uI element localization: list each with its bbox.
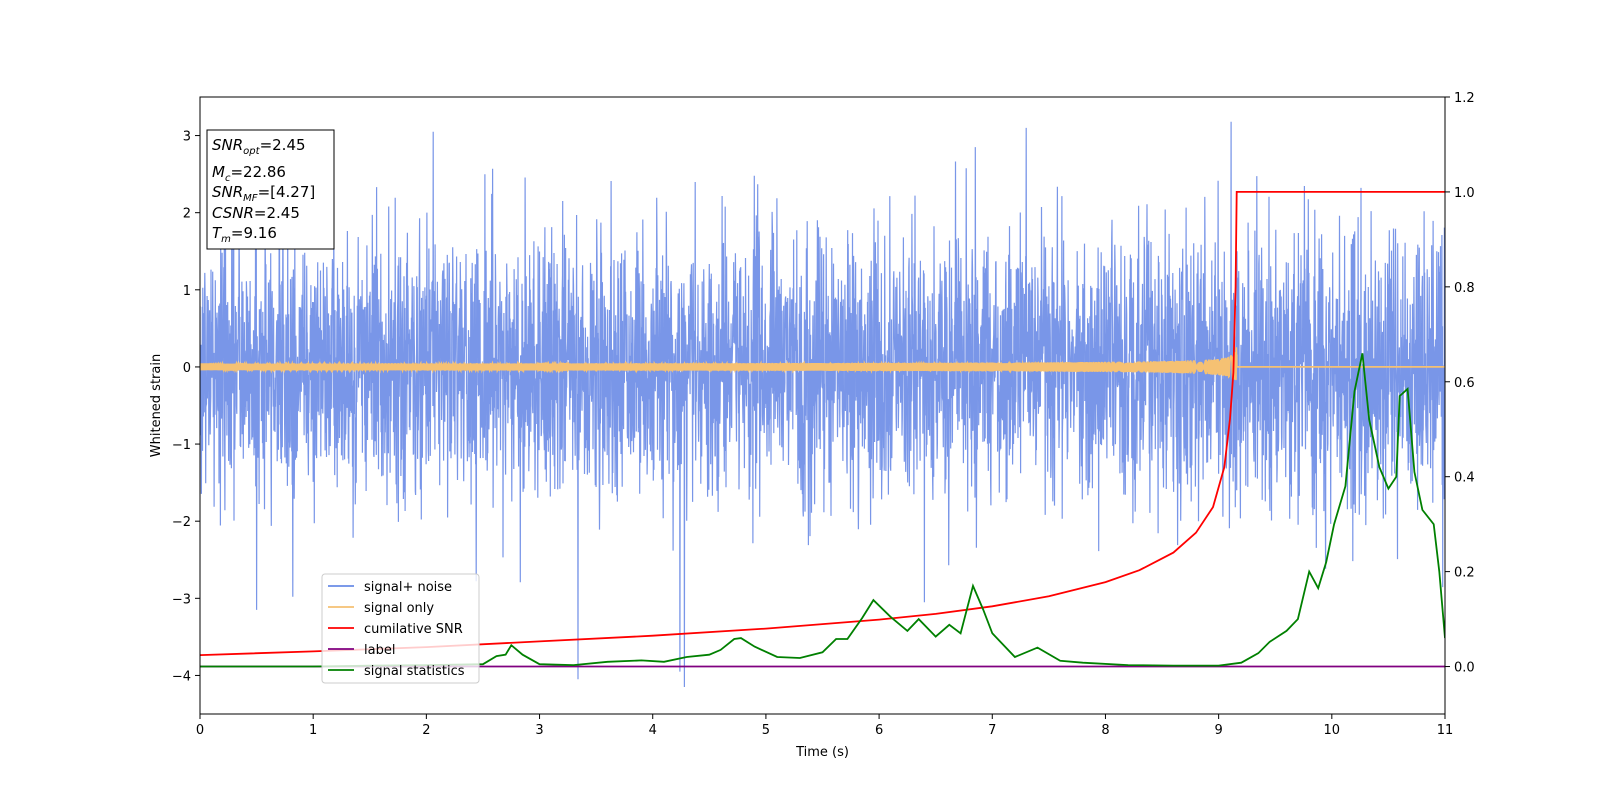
axis-ticks: 0 1 2 3 4 5 6 7 8 9 10 11 −4 −3 −2 −1 0 1 2 3 0.0 0.2 0.4 0.6 0.… [172, 91, 1475, 738]
y-tick-label-7: 3 [183, 130, 191, 145]
y2-tick-label-0: 0.0 [1454, 661, 1475, 676]
info-line-2: SNRMF=[4.27] [212, 183, 315, 204]
x-tick-label-0: 0 [196, 723, 204, 738]
x-tick-label-9: 9 [1214, 723, 1222, 738]
series-line-0 [200, 121, 1445, 688]
x-axis-label: Time (s) [795, 745, 849, 760]
x-tick-label-10: 10 [1324, 723, 1341, 738]
y-tick-label-3: −1 [172, 438, 191, 453]
y2-tick-label-1: 0.2 [1454, 566, 1475, 581]
series-line-2 [200, 191, 1445, 656]
y-axis-label: Whitened strain [149, 354, 164, 457]
y2-tick-label-4: 0.8 [1454, 281, 1475, 296]
y2-tick-label-5: 1.0 [1454, 186, 1475, 201]
y-tick-label-4: 0 [183, 361, 191, 376]
x-tick-label-2: 2 [422, 723, 430, 738]
y2-tick-label-3: 0.6 [1454, 376, 1475, 391]
series-line-4 [200, 353, 1445, 668]
x-tick-label-3: 3 [535, 723, 543, 738]
info-line-4: Tm=9.16 [212, 224, 277, 245]
legend-label-4: signal statistics [364, 664, 465, 679]
y-tick-label-0: −4 [172, 669, 191, 684]
y2-tick-label-2: 0.4 [1454, 471, 1475, 486]
legend-label-1: signal only [364, 601, 434, 616]
info-box-frame [206, 129, 335, 250]
info-line-3: CSNR=2.45 [212, 204, 300, 222]
x-tick-label-6: 6 [875, 723, 883, 738]
y-tick-label-6: 2 [183, 207, 191, 222]
info-box: SNRopt=2.45 Mc=22.86SNRMF=[4.27]CSNR=2.45… [206, 129, 335, 250]
legend-label-2: cumilative SNR [364, 622, 463, 637]
y2-tick-label-6: 1.2 [1454, 91, 1475, 106]
x-tick-label-11: 11 [1437, 723, 1454, 738]
x-tick-label-7: 7 [988, 723, 996, 738]
legend-label-3: label [364, 643, 395, 658]
y-tick-label-5: 1 [183, 284, 191, 299]
axes-frame [199, 96, 1446, 715]
y-tick-label-1: −3 [172, 592, 191, 607]
info-line-1: Mc=22.86 [212, 163, 286, 184]
x-tick-label-4: 4 [649, 723, 657, 738]
y-tick-label-2: −2 [172, 515, 191, 530]
series-line-1 [200, 347, 1445, 381]
x-tick-label-5: 5 [762, 723, 770, 738]
x-tick-label-8: 8 [1101, 723, 1109, 738]
legend-label-0: signal+ noise [364, 580, 452, 595]
x-tick-label-1: 1 [309, 723, 317, 738]
info-line-0: SNRopt=2.45 [212, 136, 306, 157]
legend: signal+ noise signal only cumilative SNR la… [321, 573, 480, 684]
legend-frame [321, 573, 480, 684]
